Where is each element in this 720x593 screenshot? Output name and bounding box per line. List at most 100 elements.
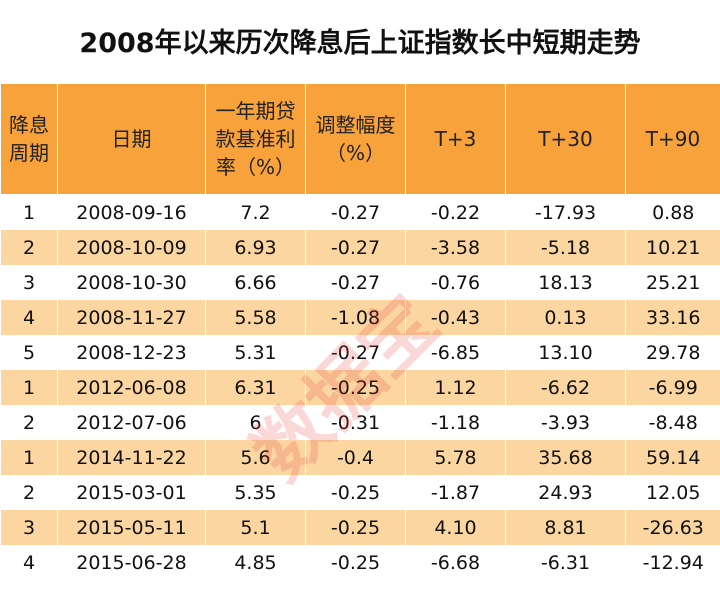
table-cell: 4 — [0, 300, 58, 335]
header-cell: T+3 — [405, 83, 506, 195]
table-cell: 10.21 — [625, 230, 720, 265]
table-cell: -6.85 — [405, 335, 506, 370]
header-cell: T+30 — [505, 83, 626, 195]
table-cell: 35.68 — [505, 440, 626, 475]
table-cell: 2015-03-01 — [57, 475, 206, 510]
table-cell: -0.22 — [405, 194, 506, 230]
table-row: 2 2015-03-01 5.35 -0.25 -1.87 24.93 12.05 — [0, 475, 720, 510]
table-row: 2 2008-10-09 6.93 -0.27 -3.58 -5.18 10.21 — [0, 230, 720, 265]
table-cell: 2015-06-28 — [57, 545, 206, 580]
table-cell: 5.58 — [205, 300, 306, 335]
table-cell: 2008-10-30 — [57, 265, 206, 300]
table-cell: 2014-11-22 — [57, 440, 206, 475]
table-cell: 1 — [0, 370, 58, 405]
table-cell: 1.12 — [405, 370, 506, 405]
table-cell: -0.27 — [305, 335, 406, 370]
table-row: 1 2008-09-16 7.2 -0.27 -0.22 -17.93 0.88 — [0, 194, 720, 230]
table-cell: -0.25 — [305, 370, 406, 405]
table-cell: 3 — [0, 265, 58, 300]
table-cell: -0.25 — [305, 475, 406, 510]
table-row: 3 2015-05-11 5.1 -0.25 4.10 8.81 -26.63 — [0, 510, 720, 545]
header-cell: 降息周期 — [0, 83, 58, 195]
table-row: 2 2012-07-06 6 -0.31 -1.18 -3.93 -8.48 — [0, 405, 720, 440]
table-cell: 5.31 — [205, 335, 306, 370]
table-cell: 7.2 — [205, 194, 306, 230]
header-cell: 一年期贷款基准利率（%） — [205, 83, 306, 195]
table-cell: 6.31 — [205, 370, 306, 405]
table-cell: -0.4 — [305, 440, 406, 475]
table-cell: 6.93 — [205, 230, 306, 265]
table-cell: 8.81 — [505, 510, 626, 545]
table-cell: 5.1 — [205, 510, 306, 545]
table-body: 1 2008-09-16 7.2 -0.27 -0.22 -17.93 0.88 2 2008-… — [0, 194, 720, 580]
table-cell: -0.25 — [305, 545, 406, 580]
table-row: 4 2015-06-28 4.85 -0.25 -6.68 -6.31 -12.94 — [0, 545, 720, 580]
header-cell: 调整幅度（%） — [305, 83, 406, 195]
table-row: 1 2012-06-08 6.31 -0.25 1.12 -6.62 -6.99 — [0, 370, 720, 405]
table-cell: 4.10 — [405, 510, 506, 545]
table-cell: 4.85 — [205, 545, 306, 580]
table-cell: -8.48 — [625, 405, 720, 440]
table-row: 3 2008-10-30 6.66 -0.27 -0.76 18.13 25.21 — [0, 265, 720, 300]
table-cell: 2 — [0, 405, 58, 440]
table-cell: -6.99 — [625, 370, 720, 405]
table-cell: 5.35 — [205, 475, 306, 510]
table-cell: -0.27 — [305, 194, 406, 230]
table-cell: -6.31 — [505, 545, 626, 580]
table-cell: -5.18 — [505, 230, 626, 265]
table-cell: -1.18 — [405, 405, 506, 440]
table-cell: -0.43 — [405, 300, 506, 335]
table-cell: 2008-12-23 — [57, 335, 206, 370]
table-cell: -0.27 — [305, 230, 406, 265]
table-cell: -12.94 — [625, 545, 720, 580]
table-cell: 2008-11-27 — [57, 300, 206, 335]
table-cell: 5.6 — [205, 440, 306, 475]
table-cell: 18.13 — [505, 265, 626, 300]
table-cell: -6.62 — [505, 370, 626, 405]
table-cell: 2 — [0, 475, 58, 510]
table-cell: 24.93 — [505, 475, 626, 510]
table-cell: 2008-10-09 — [57, 230, 206, 265]
table-cell: -0.31 — [305, 405, 406, 440]
table-row: 5 2008-12-23 5.31 -0.27 -6.85 13.10 29.78 — [0, 335, 720, 370]
header-cell: 日期 — [57, 83, 206, 195]
data-table: 降息周期 日期 一年期贷款基准利率（%） 调整幅度（%） T+3 T+30 T+90 1 20… — [0, 83, 720, 580]
table-cell: 6 — [205, 405, 306, 440]
header-row: 降息周期 日期 一年期贷款基准利率（%） 调整幅度（%） T+3 T+30 T+90 — [0, 83, 720, 195]
table-cell: 13.10 — [505, 335, 626, 370]
table-cell: 25.21 — [625, 265, 720, 300]
table-cell: -0.27 — [305, 265, 406, 300]
table-cell: -6.68 — [405, 545, 506, 580]
table-cell: -3.93 — [505, 405, 626, 440]
table-cell: -1.87 — [405, 475, 506, 510]
table-cell: 2012-06-08 — [57, 370, 206, 405]
table-cell: -0.76 — [405, 265, 506, 300]
table-cell: 3 — [0, 510, 58, 545]
table-row: 1 2014-11-22 5.6 -0.4 5.78 35.68 59.14 — [0, 440, 720, 475]
table-row: 4 2008-11-27 5.58 -1.08 -0.43 0.13 33.16 — [0, 300, 720, 335]
table-cell: 59.14 — [625, 440, 720, 475]
table-cell: 29.78 — [625, 335, 720, 370]
table-cell: -26.63 — [625, 510, 720, 545]
table-cell: 5.78 — [405, 440, 506, 475]
table-cell: 2015-05-11 — [57, 510, 206, 545]
table-cell: 4 — [0, 545, 58, 580]
table-cell: 2012-07-06 — [57, 405, 206, 440]
table-cell: 12.05 — [625, 475, 720, 510]
table-cell: 1 — [0, 194, 58, 230]
table-cell: -3.58 — [405, 230, 506, 265]
table-cell: 5 — [0, 335, 58, 370]
table-cell: -1.08 — [305, 300, 406, 335]
table-cell: 6.66 — [205, 265, 306, 300]
table-cell: -0.25 — [305, 510, 406, 545]
table-cell: 33.16 — [625, 300, 720, 335]
table-cell: 0.13 — [505, 300, 626, 335]
table-cell: 2 — [0, 230, 58, 265]
table-cell: 0.88 — [625, 194, 720, 230]
table-cell: 2008-09-16 — [57, 194, 206, 230]
table-cell: 1 — [0, 440, 58, 475]
header-cell: T+90 — [625, 83, 720, 195]
table-cell: -17.93 — [505, 194, 626, 230]
title: 2008年以来历次降息后上证指数长中短期走势 — [79, 28, 641, 59]
